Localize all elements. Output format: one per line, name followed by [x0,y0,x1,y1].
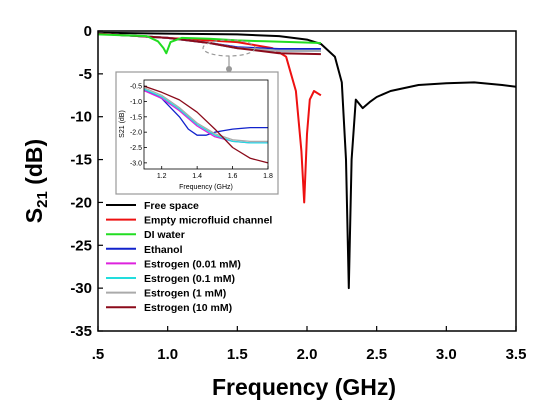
series-line-0 [97,31,517,290]
y-tick-label: -10 [70,109,92,126]
inset-series-line-3 [143,87,268,143]
inset-y-tick-label: -3.0 [130,160,142,167]
inset-frame-outer [115,71,279,195]
x-axis-ticks: .5 1.0 1.5 2.0 2.5 3.0 3.5 [92,326,527,363]
legend-label: Empty microfluid channel [144,215,272,227]
inset-x-tick-label: 1.6 [228,173,238,180]
inset-y-tick-label: -2.5 [130,145,142,152]
x-tick-label: 2.5 [366,346,387,363]
inset-y-axis-title: S21 (dB) [119,110,126,138]
legend-label: DI water [144,229,185,241]
inset-series-line-4 [143,85,269,164]
series-line-2 [97,33,321,55]
inset-y-tick-label: -2.0 [130,130,142,137]
main-series-group [97,31,517,290]
y-axis-title: S21 (dB) [21,139,51,223]
inset-x-tick-label: 1.4 [192,173,202,180]
inset-x-axis-title: Frequency (GHz) [179,184,233,191]
y-tick-label: -15 [70,152,92,169]
series-line-7 [97,32,321,56]
legend-label: Estrogen (0.01 mM) [144,258,241,270]
y-tick-label: -30 [70,280,92,297]
inset-y-tick-label: -0.5 [130,84,142,91]
y-tick-label: -20 [70,194,92,211]
inset-x-tick-label: 1.2 [157,173,167,180]
y-tick-label: -25 [70,237,92,254]
x-tick-label: 3.5 [506,346,527,363]
legend-label: Free space [144,200,199,212]
x-tick-label: 1.0 [157,346,178,363]
inset-series-line-0 [143,88,268,136]
x-tick-label: 3.0 [436,346,457,363]
x-axis-title: Frequency (GHz) [212,374,396,400]
inset-y-tick-label: -1.5 [130,114,142,121]
series-line-1 [97,32,322,204]
y-tick-label: -5 [79,66,92,83]
legend-label: Estrogen (0.1 mM) [144,273,235,285]
y-tick-label: -35 [70,323,92,340]
legend: Free space Empty microfluid channel DI wat… [106,200,272,314]
inset-plot-frame [143,79,269,170]
zoom-connector-dot [226,66,232,72]
y-tick-label: 0 [84,23,92,40]
inset-series-group [143,85,269,164]
inset-y-tick-label: -1.0 [130,99,142,106]
x-tick-label: .5 [92,346,105,363]
legend-label: Estrogen (10 mM) [144,302,232,314]
inset-x-axis-ticks: 1.2 1.4 1.6 1.8 [157,166,273,180]
x-tick-label: 1.5 [227,346,248,363]
legend-label: Estrogen (1 mM) [144,288,226,300]
x-tick-label: 2.0 [297,346,318,363]
y-axis-ticks: 0 -5 -10 -15 -20 -25 -30 -35 [70,23,103,340]
inset-x-tick-label: 1.8 [263,173,273,180]
inset-series-line-2 [143,88,268,144]
legend-label: Ethanol [144,244,183,256]
inset-y-axis-ticks: -0.5 -1.0 -1.5 -2.0 -2.5 -3.0 [130,84,147,167]
